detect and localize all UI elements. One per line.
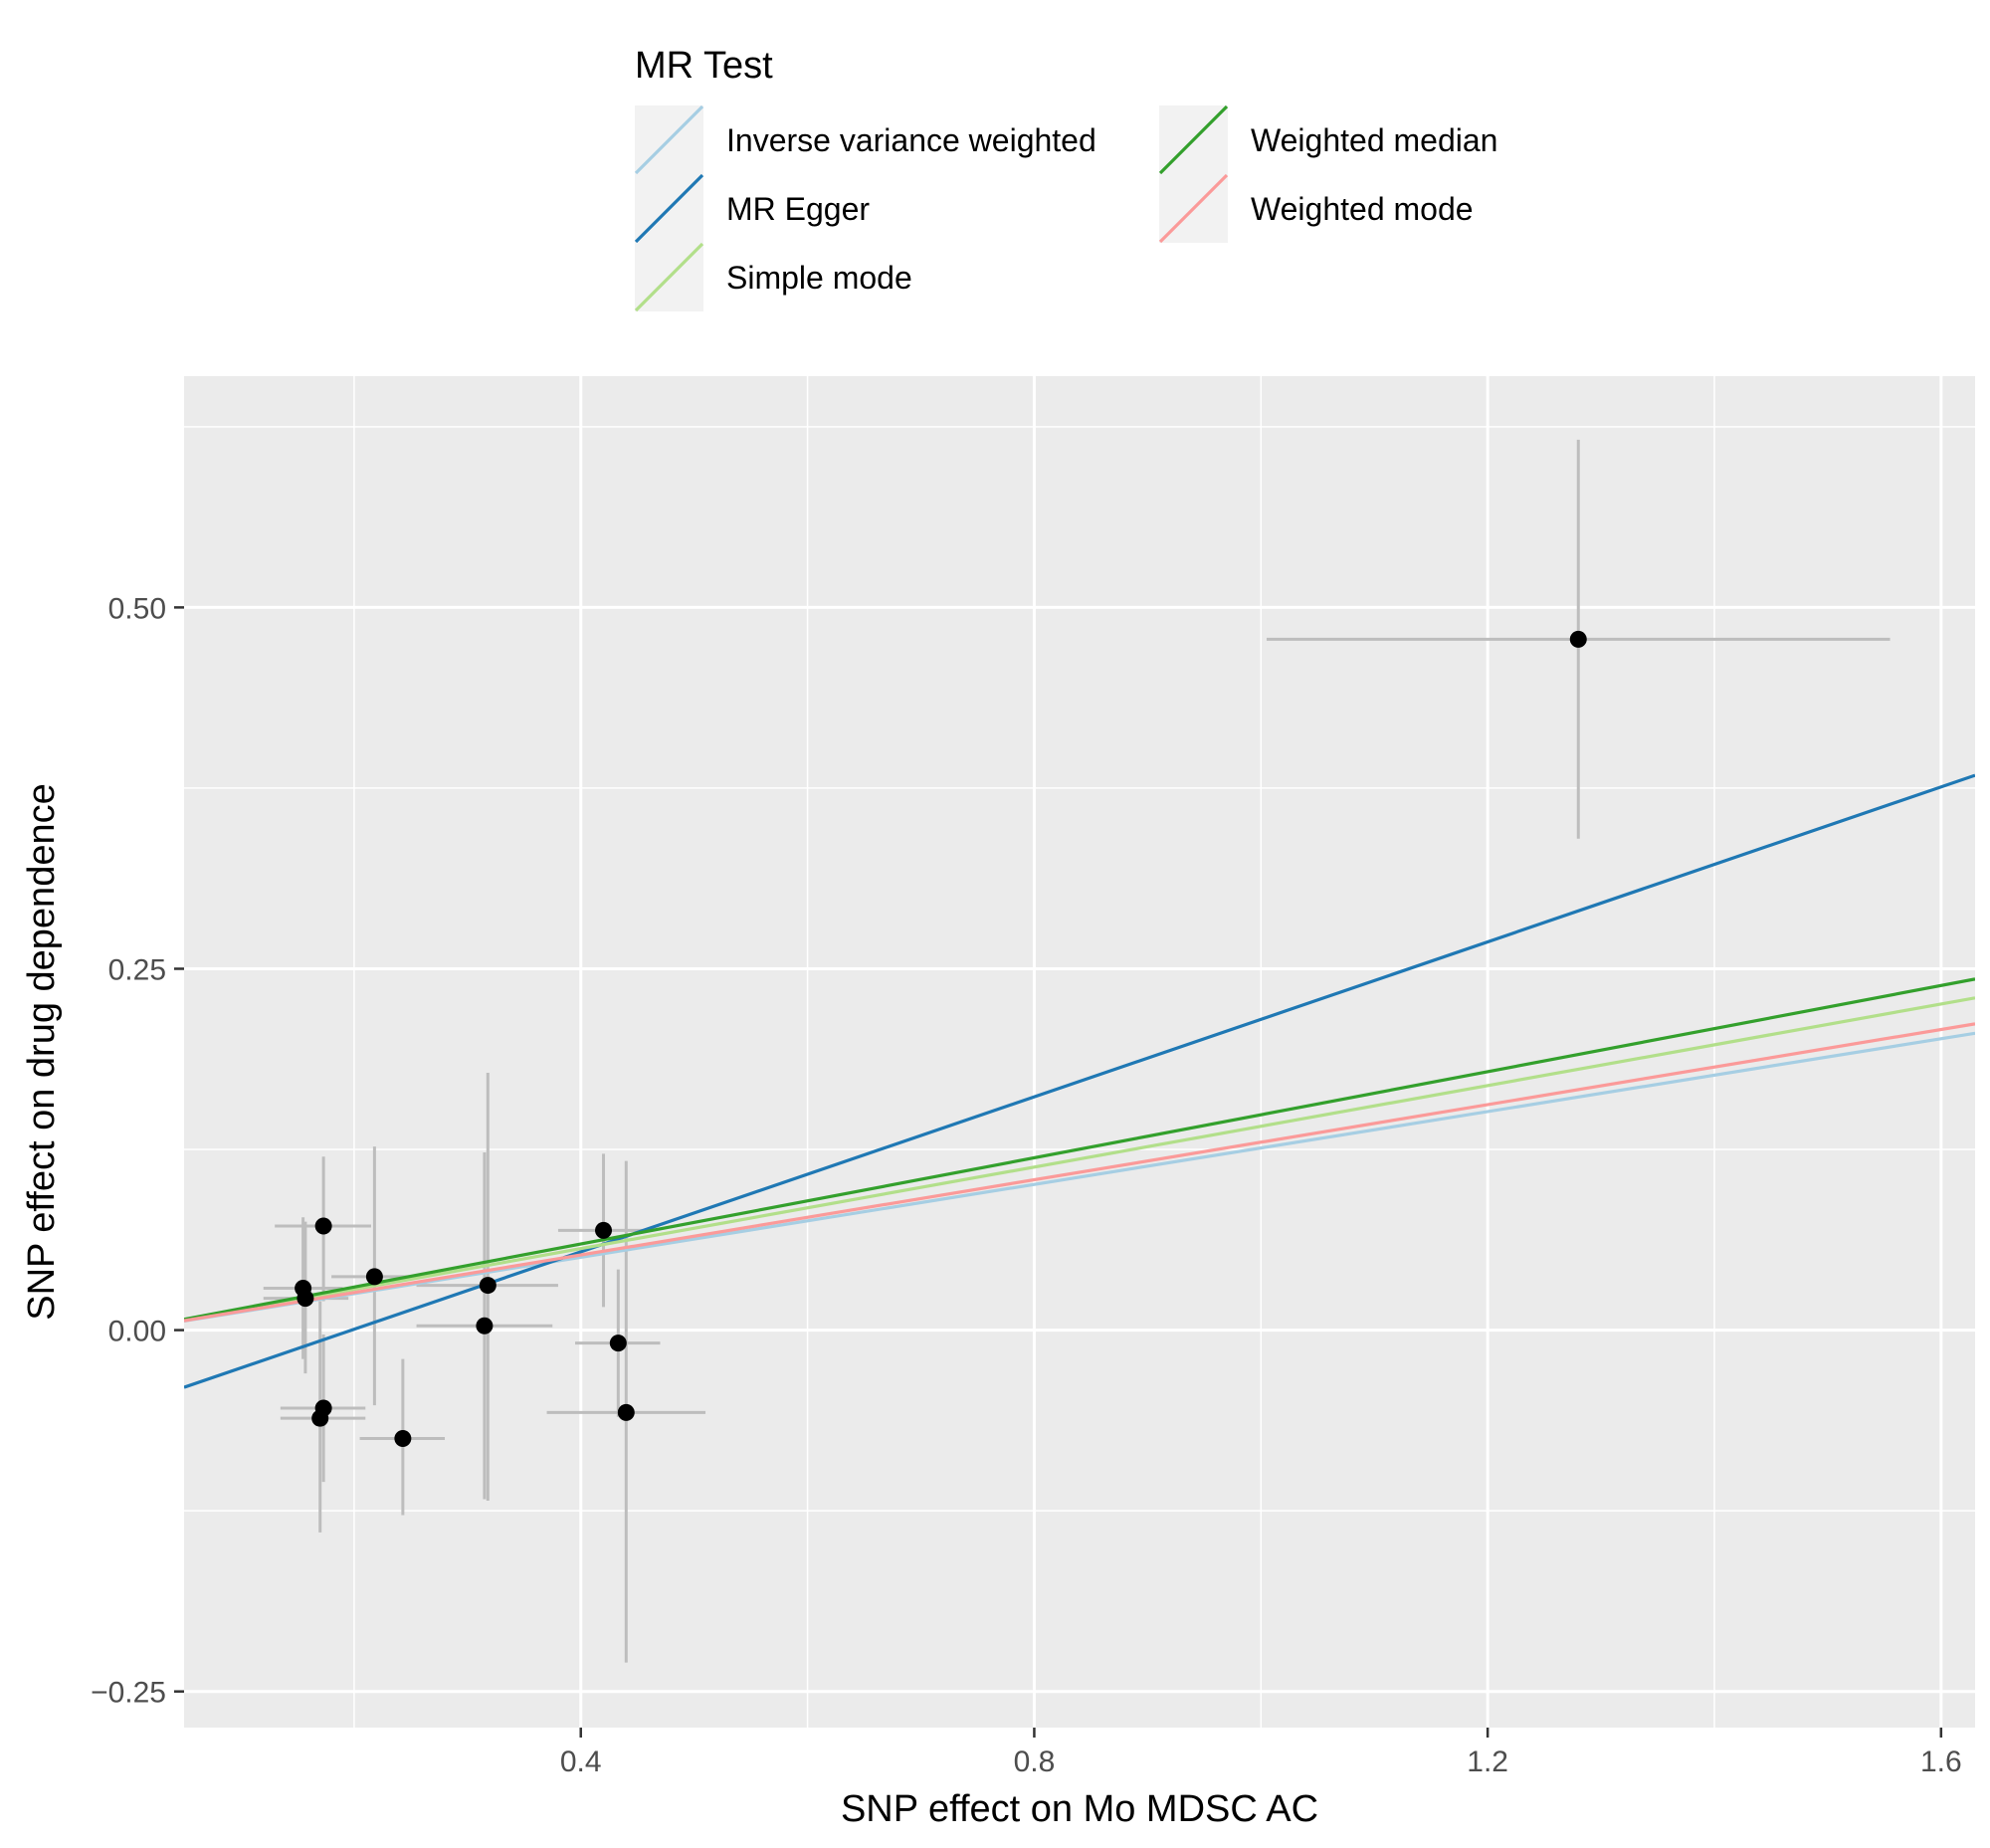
data-point — [314, 1399, 332, 1417]
y-tick-label: −0.25 — [91, 1677, 166, 1710]
legend-label: MR Egger — [726, 191, 870, 227]
data-point — [617, 1403, 635, 1421]
legend-key-line — [1158, 104, 1229, 175]
y-tick-label: 0.00 — [108, 1316, 166, 1348]
data-point — [1569, 630, 1587, 648]
legend-key-line — [634, 242, 704, 312]
y-axis: −0.25 0.00 0.25 0.50 — [91, 592, 184, 1710]
minor-gridlines — [184, 376, 1975, 1728]
plot-panel — [184, 376, 1975, 1728]
x-tick-label: 1.2 — [1467, 1745, 1508, 1778]
x-tick-label: 0.4 — [560, 1745, 602, 1778]
data-point — [314, 1217, 332, 1235]
data-point — [394, 1430, 412, 1448]
legend-title: MR Test — [635, 45, 773, 87]
regression-line-weighted-median — [184, 977, 1975, 1322]
regression-line-weighted-mode — [184, 1022, 1975, 1323]
legend-key-line — [634, 173, 704, 244]
y-tick-label: 0.25 — [108, 953, 166, 986]
legend-item-weighted-mode: Weighted mode — [1158, 173, 1474, 244]
legend-label: Weighted mode — [1251, 191, 1474, 227]
x-tick-label: 0.8 — [1014, 1745, 1056, 1778]
y-tick-label: 0.50 — [108, 592, 166, 625]
y-axis-title: SNP effect on drug dependence — [21, 783, 63, 1320]
legend-key-line — [634, 104, 704, 175]
legend-label: Inverse variance weighted — [726, 122, 1096, 158]
legend-label: Simple mode — [726, 260, 912, 296]
regression-line-inverse-variance-weighted — [184, 1031, 1975, 1324]
legend-item-weighted-median: Weighted median — [1158, 104, 1497, 175]
data-point — [479, 1277, 497, 1295]
legend-item-simple-mode: Simple mode — [634, 242, 912, 312]
data-point — [365, 1268, 383, 1286]
data-point — [595, 1221, 613, 1239]
legend: MR Test Inverse variance weighted MR Egge… — [634, 45, 1497, 312]
x-axis: 0.4 0.8 1.2 1.6 — [560, 1728, 1962, 1778]
regression-line-simple-mode — [184, 996, 1975, 1322]
data-point — [297, 1290, 314, 1308]
data-points — [295, 630, 1587, 1448]
x-axis-title: SNP effect on Mo MDSC AC — [841, 1788, 1318, 1830]
data-point — [476, 1317, 494, 1335]
legend-key-line — [1158, 173, 1229, 244]
legend-item-inverse-variance-weighted: Inverse variance weighted — [634, 104, 1096, 175]
legend-label: Weighted median — [1251, 122, 1497, 158]
x-tick-label: 1.6 — [1920, 1745, 1962, 1778]
legend-item-mr-egger: MR Egger — [634, 173, 870, 244]
data-point — [609, 1335, 627, 1352]
